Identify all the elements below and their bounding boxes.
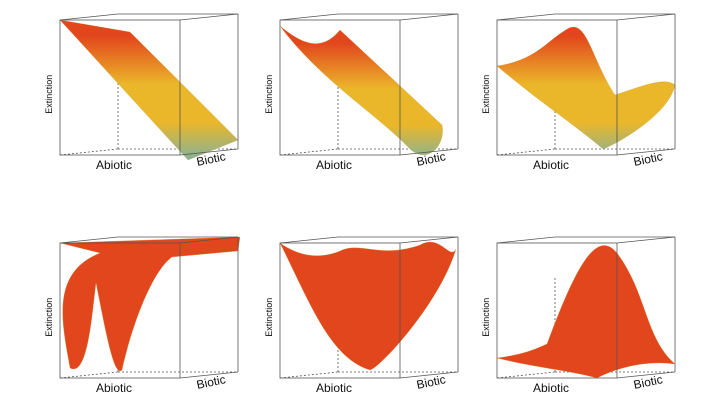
surface-panel-6: Extinction Abiotic Biotic [481, 236, 676, 395]
surface-panel-5: Extinction Abiotic Biotic [264, 236, 459, 395]
x-axis-label: Abiotic [316, 158, 352, 172]
surface-trough [279, 25, 443, 155]
surface-double-well [59, 236, 241, 372]
x-axis-label: Abiotic [96, 158, 132, 172]
box-frame [279, 13, 459, 156]
y-axis-label: Biotic [415, 149, 447, 169]
x-axis-label: Abiotic [96, 381, 132, 395]
box-hidden-edges [279, 54, 458, 156]
surface-dome [496, 245, 676, 379]
z-axis-label: Extinction [264, 298, 274, 337]
surface-panel-1: Extinction Abiotic Biotic [44, 13, 239, 172]
surface-plane-descending [59, 19, 239, 161]
surface-panel-4: Extinction Abiotic Biotic [44, 236, 241, 395]
box-frame [59, 13, 239, 156]
box-hidden-edges [279, 277, 458, 379]
z-axis-label: Extinction [264, 75, 274, 114]
y-axis-label: Biotic [632, 372, 664, 392]
surface-bowl [279, 241, 457, 371]
box-hidden-edges [59, 277, 238, 379]
surface-panel-2: Extinction Abiotic Biotic [264, 13, 459, 172]
surface-sigmoid-ridge [496, 26, 676, 150]
box-frame [279, 236, 459, 379]
box-frame [496, 236, 676, 379]
x-axis-label: Abiotic [316, 381, 352, 395]
box-frame [496, 13, 676, 156]
z-axis-label: Extinction [44, 75, 54, 114]
y-axis-label: Biotic [632, 149, 664, 169]
box-frame [59, 236, 239, 379]
z-axis-label: Extinction [481, 75, 491, 114]
y-axis-label: Biotic [195, 149, 227, 169]
y-axis-label: Biotic [195, 372, 227, 392]
x-axis-label: Abiotic [533, 158, 569, 172]
box-hidden-edges [496, 54, 675, 156]
y-axis-label: Biotic [415, 372, 447, 392]
z-axis-label: Extinction [44, 298, 54, 337]
x-axis-label: Abiotic [533, 381, 569, 395]
surface-panel-3: Extinction Abiotic Biotic [481, 13, 676, 172]
z-axis-label: Extinction [481, 298, 491, 337]
